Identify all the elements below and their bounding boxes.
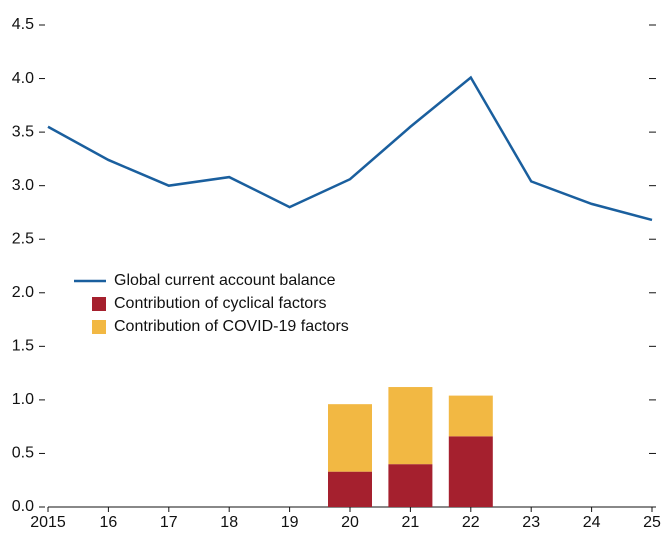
x-tick-label: 16 <box>100 514 118 531</box>
y-tick-label: 4.0 <box>12 70 34 87</box>
y-tick-label: 1.0 <box>12 391 34 408</box>
y-tick-label: 3.0 <box>12 177 34 194</box>
x-tick-label: 19 <box>281 514 299 531</box>
y-tick-label: 2.0 <box>12 284 34 301</box>
y-tick-label: 4.5 <box>12 16 34 33</box>
y-tick-label: 0.5 <box>12 445 34 462</box>
x-tick-label: 22 <box>462 514 480 531</box>
x-tick-label: 20 <box>341 514 359 531</box>
bar-segment <box>388 387 433 465</box>
bar-segment <box>388 464 433 507</box>
x-tick-label: 17 <box>160 514 178 531</box>
x-tick-label: 24 <box>583 514 601 531</box>
x-tick-label: 21 <box>402 514 420 531</box>
bar-segment <box>448 395 493 437</box>
y-tick-label: 0.0 <box>12 498 34 515</box>
x-tick-label: 25 <box>643 514 661 531</box>
legend-label: Global current account balance <box>114 272 336 289</box>
y-tick-label: 3.5 <box>12 123 34 140</box>
y-tick-label: 1.5 <box>12 338 34 355</box>
bar-segment <box>328 404 372 472</box>
legend-swatch <box>92 297 106 311</box>
legend-swatch <box>92 320 106 334</box>
x-tick-label: 18 <box>220 514 238 531</box>
x-tick-label: 2015 <box>30 514 66 531</box>
x-tick-label: 23 <box>522 514 540 531</box>
line <box>47 75 653 222</box>
legend-label: Contribution of cyclical factors <box>114 295 327 312</box>
y-tick-label: 2.5 <box>12 230 34 247</box>
bar-segment <box>448 436 493 507</box>
legend-label: Contribution of COVID-19 factors <box>114 318 349 335</box>
bar-segment <box>328 471 372 507</box>
